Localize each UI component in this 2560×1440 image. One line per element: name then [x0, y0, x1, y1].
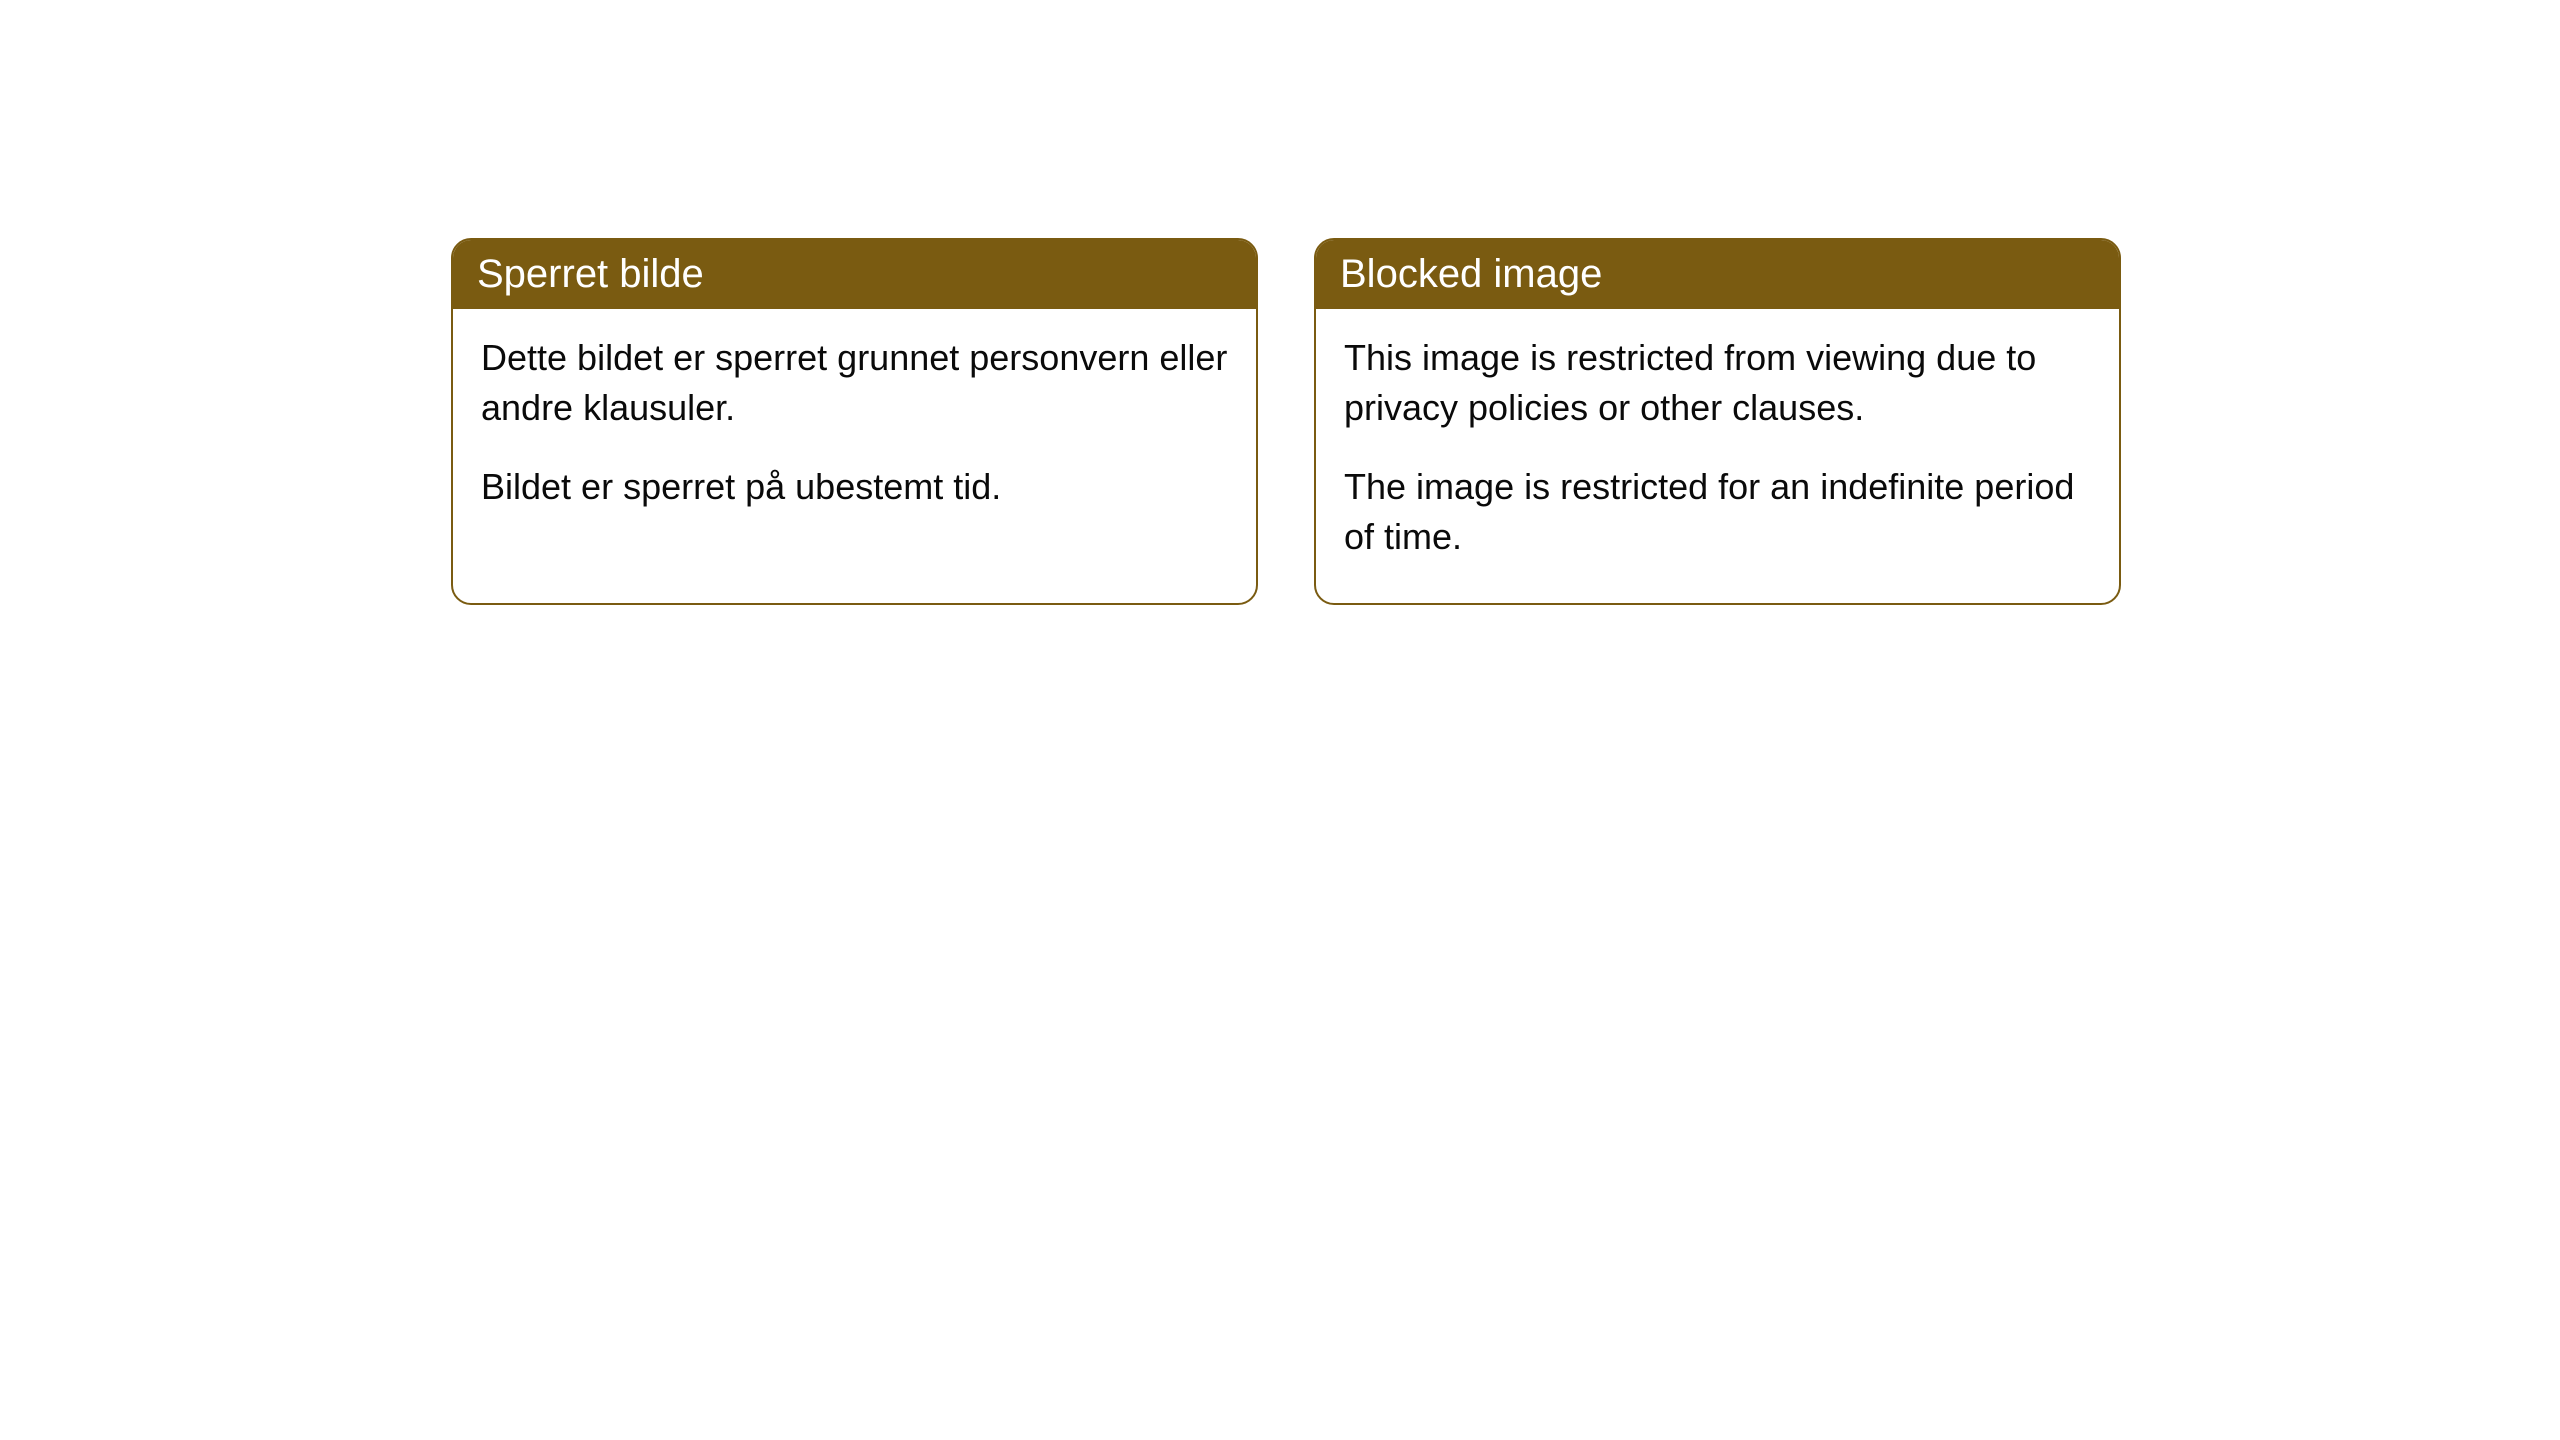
card-paragraph: This image is restricted from viewing du…	[1344, 333, 2091, 434]
card-header: Sperret bilde	[453, 240, 1256, 309]
card-paragraph: Bildet er sperret på ubestemt tid.	[481, 462, 1228, 512]
notice-card-english: Blocked image This image is restricted f…	[1314, 238, 2121, 605]
card-body: This image is restricted from viewing du…	[1316, 309, 2119, 603]
card-body: Dette bildet er sperret grunnet personve…	[453, 309, 1256, 552]
card-paragraph: The image is restricted for an indefinit…	[1344, 462, 2091, 563]
card-paragraph: Dette bildet er sperret grunnet personve…	[481, 333, 1228, 434]
card-header: Blocked image	[1316, 240, 2119, 309]
card-title: Sperret bilde	[477, 252, 704, 296]
notice-cards-container: Sperret bilde Dette bildet er sperret gr…	[451, 238, 2121, 605]
card-title: Blocked image	[1340, 252, 1602, 296]
notice-card-norwegian: Sperret bilde Dette bildet er sperret gr…	[451, 238, 1258, 605]
